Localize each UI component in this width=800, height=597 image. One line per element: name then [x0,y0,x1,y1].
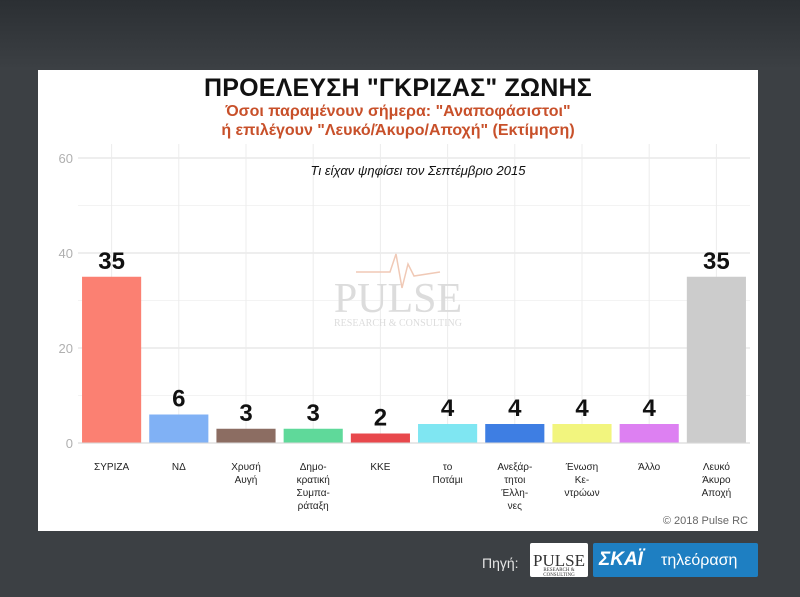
bar [149,414,209,443]
bar-value-label: 4 [643,395,657,422]
bar-value-label: 4 [575,395,589,422]
y-tick-label: 0 [66,436,73,451]
bar [686,276,746,443]
bar-value-label: 3 [239,400,252,427]
watermark-text: PULSE [334,276,462,322]
plot-area [78,144,750,443]
bar [619,424,679,443]
top-shade [0,0,800,70]
bar-value-label: 35 [703,248,730,275]
chart-subtitle-line2: ή επιλέγουν "Λευκό/Άκυρο/Αποχή" (Εκτίμησ… [221,122,575,139]
x-category-label: Χρυσή Αυγή [231,461,261,486]
x-category-label: Ανεξάρ-τητοι Έλλη-νες [497,461,532,512]
copyright-note: © 2018 Pulse RC [662,515,748,527]
x-category-label: Λευκό Άκυρο Αποχή [702,461,732,499]
bar-value-label: 2 [374,405,387,432]
bar-value-label: 35 [98,248,125,275]
bar-value-label: 6 [172,386,185,413]
bar [418,424,478,443]
bar [552,424,612,443]
chart-subtitle-line1: Όσοι παραμένουν σήμερα: "Αναποφάσιστοι" [225,103,571,120]
x-category-label: Άλλο [638,462,661,473]
y-tick-label: 40 [59,246,73,261]
source-label: Πηγή: [482,555,519,571]
bar-value-label: 3 [307,400,320,427]
chart-annotation: Τι είχαν ψηφίσει τον Σεπτέμβριο 2015 [311,163,527,178]
chart-title: ΠΡΟΕΛΕΥΣΗ "ΓΚΡΙΖΑΣ" ΖΩΝΗΣ [204,74,592,102]
x-category-label: ΚΚΕ [370,462,390,473]
watermark-pulse-line [356,253,441,289]
bar-value-label: 4 [441,395,455,422]
bar [283,428,343,443]
y-tick-label: 60 [59,151,73,166]
y-tick-label: 20 [59,341,73,356]
watermark-subtext: RESEARCH & CONSULTING [334,318,462,329]
x-category-label: Ένωση Κε-ντρώων [564,462,599,499]
bar-value-label: 4 [508,395,522,422]
bar [350,433,410,443]
skai-logo: ΣΚΑΪ τηλεόραση [593,543,758,577]
bar [216,428,276,443]
bar [82,276,142,443]
x-category-label: το Ποτάμι [432,462,462,486]
pulse-logo: PULSE RESEARCH & CONSULTING [530,543,588,578]
x-category-label: ΝΔ [172,462,186,473]
x-category-label: ΣΥΡΙΖΑ [94,462,129,473]
footer-bar: Πηγή: PULSE RESEARCH & CONSULTING ΣΚΑΪ τ… [0,531,800,597]
bar [485,424,545,443]
chart-panel: 0 20 40 60 PULSE RESEARCH & CONSULTING Τι είχα… [38,70,758,531]
x-category-label: Δημο-κρατική Συμπα-ράταξη [297,462,330,512]
